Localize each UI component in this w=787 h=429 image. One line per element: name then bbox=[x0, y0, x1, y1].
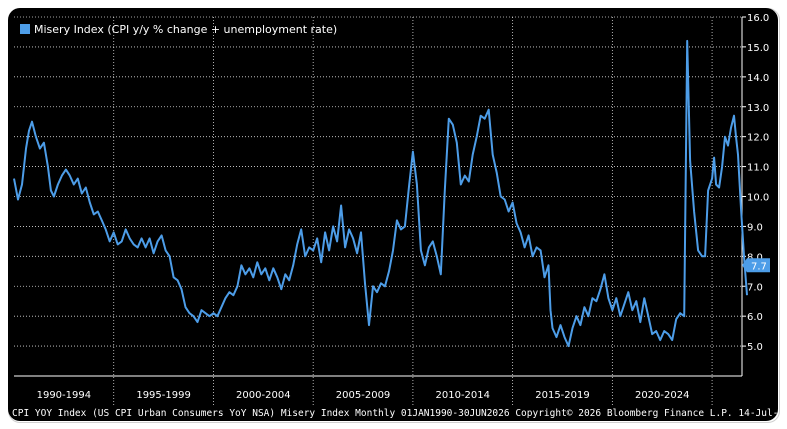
series-misery-index bbox=[13, 39, 748, 348]
x-axis: 1990-1994 1995-1999 2000-2004 2005-2009 2010… bbox=[14, 375, 742, 401]
y-axis: 5.0 6.0 7.0 8.0 9.0 10.0 11.0 12.0 13.0 14.0 15.0 1… bbox=[741, 13, 770, 376]
ytick-label: 14.0 bbox=[747, 73, 769, 84]
xtick-label: 2010-2014 bbox=[436, 390, 491, 401]
xtick-label: 2015-2019 bbox=[535, 390, 590, 401]
ytick-label: 16.0 bbox=[747, 13, 769, 24]
xtick-label: 2020-2024 bbox=[635, 390, 690, 401]
xtick-label: 2005-2009 bbox=[336, 390, 391, 401]
last-value-tag bbox=[742, 258, 770, 273]
series-line bbox=[13, 39, 748, 348]
legend: Misery Index (CPI y/y % change + unemplo… bbox=[20, 23, 337, 36]
xtick-label: 1995-1999 bbox=[136, 390, 191, 401]
ytick-label: 11.0 bbox=[747, 163, 769, 174]
xtick-label: 2000-2004 bbox=[236, 390, 291, 401]
ytick-label: 5.0 bbox=[747, 342, 763, 353]
ytick-label: 8.0 bbox=[747, 252, 763, 263]
ytick-label: 12.0 bbox=[747, 133, 769, 144]
ytick-label: 13.0 bbox=[747, 103, 769, 114]
ytick-label: 10.0 bbox=[747, 193, 769, 204]
legend-swatch bbox=[20, 24, 30, 34]
legend-label: Misery Index (CPI y/y % change + unemplo… bbox=[34, 23, 337, 36]
xtick-label: 1990-1994 bbox=[37, 390, 92, 401]
ytick-label: 9.0 bbox=[747, 222, 763, 233]
last-value-label: 7.7 bbox=[751, 261, 767, 272]
chart-footer: CPI YOY Index (US CPI Urban Consumers Yo… bbox=[12, 408, 787, 419]
ytick-label: 15.0 bbox=[747, 43, 769, 54]
ytick-label: 7.0 bbox=[747, 282, 763, 293]
ytick-label: 6.0 bbox=[747, 312, 763, 323]
plot-background bbox=[8, 8, 778, 421]
